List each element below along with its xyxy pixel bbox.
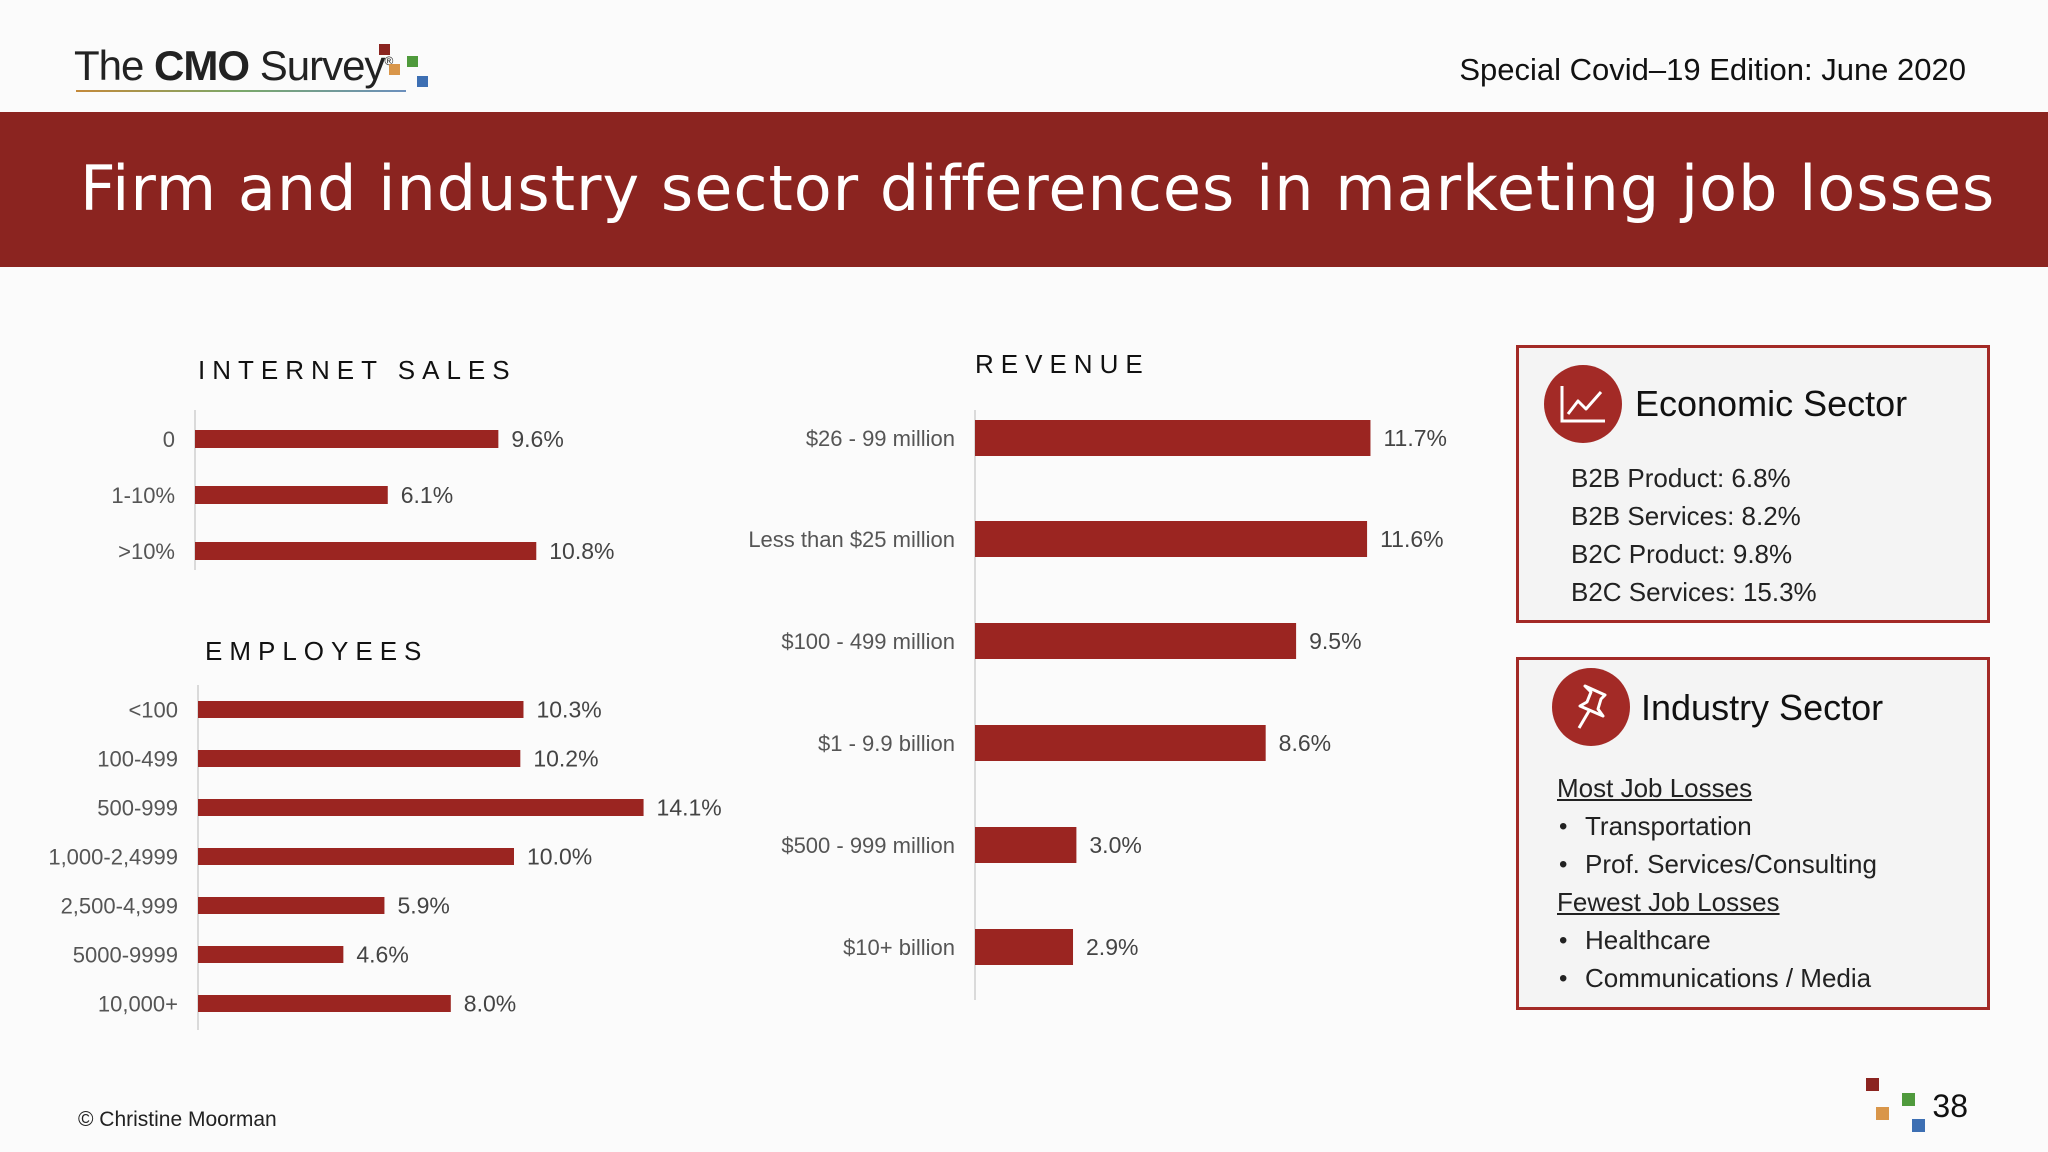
most-job-losses-heading: Most Job Losses: [1557, 773, 1753, 803]
employees-value-label: 5.9%: [397, 893, 449, 919]
internet-sales-value-label: 10.8%: [549, 538, 614, 564]
revenue-bar: [975, 929, 1074, 965]
internet-sales-category-label: 0: [163, 427, 175, 452]
revenue-bar: [975, 420, 1371, 456]
fewest-job-losses-heading: Fewest Job Losses: [1557, 887, 1780, 917]
revenue-title: REVENUE: [975, 349, 1150, 379]
edition-label: Special Covid–19 Edition: June 2020: [1459, 52, 1966, 87]
logo-square-orange: [389, 64, 400, 75]
footer-square-red: [1866, 1078, 1879, 1091]
revenue-value-label: 9.5%: [1309, 628, 1361, 654]
employees-bar: [198, 750, 521, 767]
economic-line: B2C Product: 9.8%: [1571, 539, 1793, 569]
employees-category-label: 100-499: [97, 747, 178, 772]
revenue-value-label: 3.0%: [1089, 832, 1141, 858]
revenue-category-label: $1 - 9.9 billion: [818, 731, 955, 756]
employees-title: EMPLOYEES: [205, 636, 429, 666]
revenue-category-label: $26 - 99 million: [806, 426, 955, 451]
economic-line: B2C Services: 15.3%: [1571, 577, 1817, 607]
title-banner: Firm and industry sector differences in …: [0, 112, 2048, 267]
revenue-category-label: $500 - 999 million: [781, 833, 955, 858]
employees-bar: [198, 946, 344, 963]
most-item: Transportation: [1585, 811, 1752, 841]
employees-category-label: <100: [128, 698, 178, 723]
employees-value-label: 14.1%: [657, 795, 722, 821]
revenue-bar: [975, 623, 1297, 659]
employees-value-label: 10.2%: [533, 746, 598, 772]
employees-bar: [198, 701, 524, 718]
employees-category-label: 500-999: [97, 796, 178, 821]
internet-sales-value-label: 9.6%: [511, 426, 563, 452]
revenue-category-label: $100 - 499 million: [781, 629, 955, 654]
most-item: Prof. Services/Consulting: [1585, 849, 1877, 879]
employees-value-label: 4.6%: [356, 942, 408, 968]
employees-category-label: 10,000+: [98, 992, 178, 1017]
employees-bar: [198, 995, 451, 1012]
footer-square-orange: [1876, 1107, 1889, 1120]
revenue-bar: [975, 725, 1266, 761]
copyright: © Christine Moorman: [78, 1108, 277, 1131]
employees-value-label: 10.3%: [536, 697, 601, 723]
economic-sector-title: Economic Sector: [1635, 383, 1908, 424]
bullet: •: [1559, 813, 1568, 840]
economic-line: B2B Services: 8.2%: [1571, 501, 1801, 531]
employees-bar: [198, 799, 644, 816]
fewest-item: Communications / Media: [1585, 963, 1872, 993]
revenue-value-label: 11.6%: [1380, 526, 1444, 552]
bullet: •: [1559, 927, 1568, 954]
industry-sector-box: Industry Sector Most Job Losses • Transp…: [1516, 657, 1990, 1010]
employees-value-label: 8.0%: [464, 991, 516, 1017]
employees-value-label: 10.0%: [527, 844, 592, 870]
logo-square-red: [379, 44, 390, 55]
internet-sales-title: INTERNET SALES: [198, 355, 517, 385]
pushpin-icon: [1552, 668, 1630, 746]
internet-sales-value-label: 6.1%: [401, 482, 453, 508]
revenue-value-label: 2.9%: [1086, 934, 1138, 960]
footer-square-green: [1902, 1093, 1915, 1106]
fewest-item: Healthcare: [1585, 925, 1711, 955]
industry-sector-title: Industry Sector: [1641, 687, 1884, 728]
revenue-bar: [975, 827, 1077, 863]
internet-sales-bar: [195, 430, 499, 448]
logo-square-green: [407, 56, 418, 67]
line-chart-icon: [1544, 365, 1622, 443]
logo-underline: [76, 90, 406, 92]
revenue-value-label: 11.7%: [1383, 425, 1447, 451]
internet-sales-category-label: 1-10%: [111, 483, 175, 508]
revenue-category-label: $10+ billion: [843, 935, 955, 960]
page-number: 38: [1932, 1088, 1968, 1124]
revenue-category-label: Less than $25 million: [748, 527, 955, 552]
revenue-bar: [975, 521, 1368, 557]
bullet: •: [1559, 851, 1568, 878]
page-title: Firm and industry sector differences in …: [80, 152, 1996, 225]
footer-square-blue: [1912, 1119, 1925, 1132]
employees-category-label: 5000-9999: [73, 943, 178, 968]
internet-sales-bar: [195, 486, 388, 504]
revenue-value-label: 8.6%: [1279, 730, 1331, 756]
employees-bar: [198, 848, 514, 865]
employees-category-label: 1,000-2,4999: [48, 845, 178, 870]
economic-sector-box: Economic Sector B2B Product: 6.8% B2B Se…: [1516, 345, 1990, 623]
internet-sales-bar: [195, 542, 537, 560]
logo-text: The CMO Survey®: [74, 42, 393, 89]
economic-line: B2B Product: 6.8%: [1571, 463, 1791, 493]
employees-category-label: 2,500-4,999: [61, 894, 178, 919]
bullet: •: [1559, 965, 1568, 992]
internet-sales-category-label: >10%: [118, 539, 175, 564]
cmo-survey-logo: The CMO Survey®: [74, 38, 454, 98]
employees-bar: [198, 897, 385, 914]
logo-square-blue: [417, 76, 428, 87]
